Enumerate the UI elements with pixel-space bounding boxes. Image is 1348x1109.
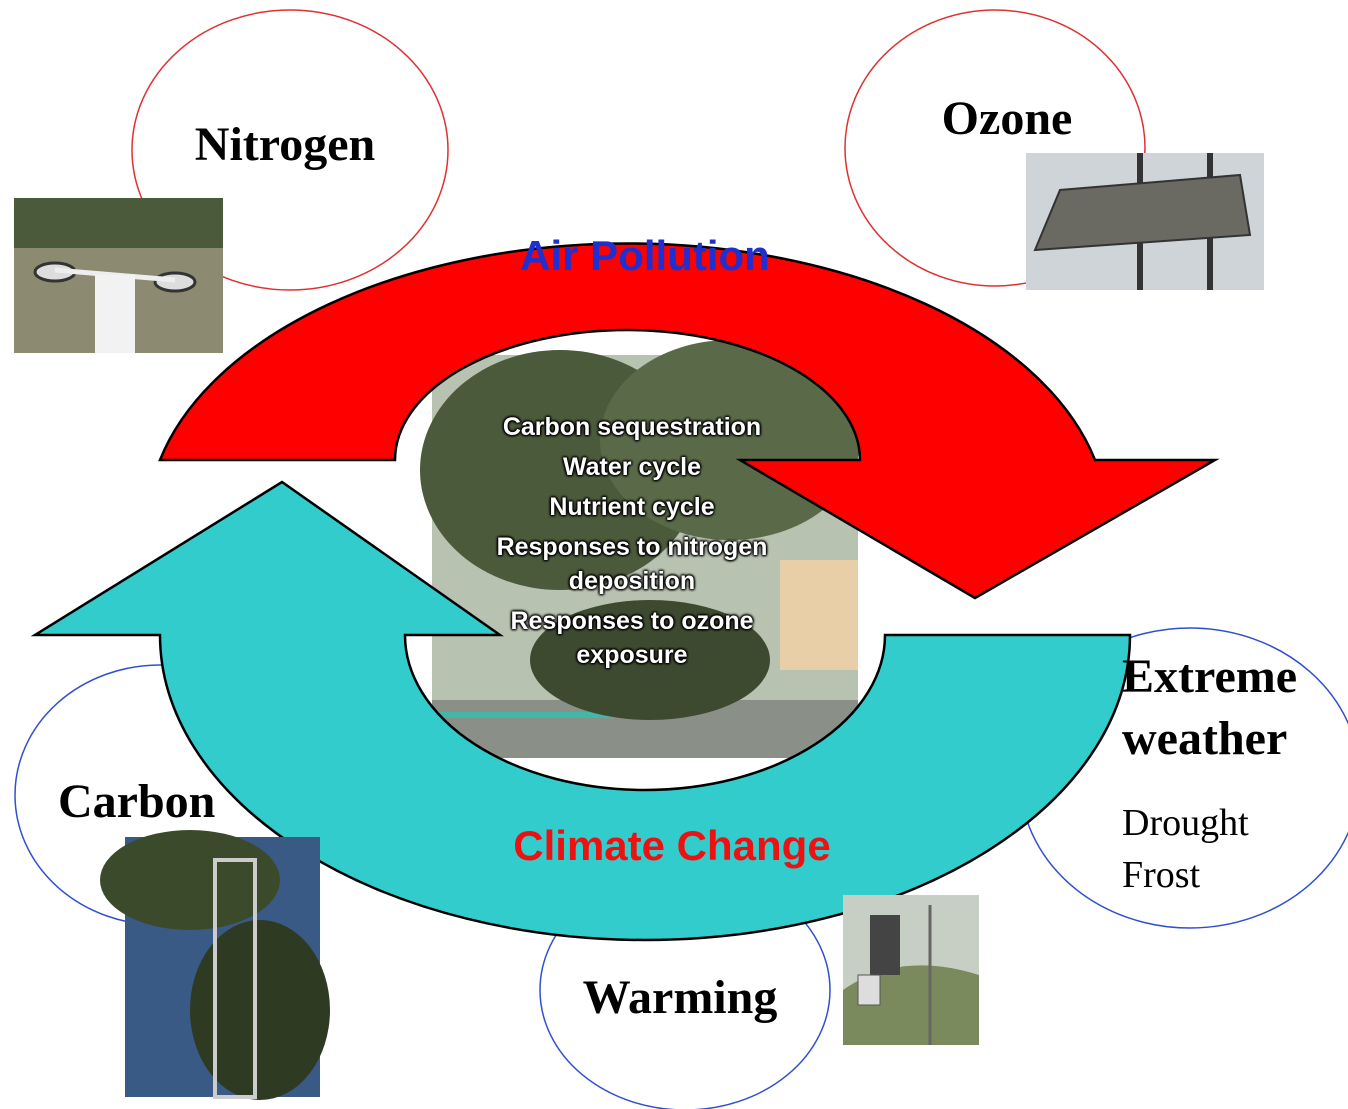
cycle-label: Climate Change bbox=[513, 822, 830, 869]
center-item: Carbon sequestration bbox=[462, 410, 802, 444]
center-item: Responses to nitrogen deposition bbox=[462, 530, 802, 598]
node-label: weather bbox=[1122, 712, 1287, 765]
node-detail: Drought bbox=[1122, 802, 1249, 844]
center-item: Responses to ozone exposure bbox=[462, 604, 802, 672]
weather-station-photo bbox=[843, 895, 979, 1045]
center-item: Nutrient cycle bbox=[462, 490, 802, 524]
node-label: Nitrogen bbox=[195, 118, 375, 171]
center-list: Carbon sequestration Water cycle Nutrient … bbox=[462, 410, 802, 678]
cycle-label: Air Pollution bbox=[520, 232, 770, 279]
carbon-photo bbox=[100, 830, 330, 1100]
node-label: Ozone bbox=[942, 92, 1073, 145]
nitrogen-photo bbox=[14, 198, 223, 353]
ozone-photo bbox=[1026, 153, 1264, 290]
node-label: Extreme bbox=[1122, 650, 1297, 703]
center-item: Water cycle bbox=[462, 450, 802, 484]
node-label: Carbon bbox=[58, 775, 215, 828]
node-label: Warming bbox=[583, 971, 778, 1024]
diagram: Nitrogen Ozone Carbon Warming Extreme we… bbox=[0, 0, 1348, 1109]
node-detail: Frost bbox=[1122, 854, 1201, 896]
